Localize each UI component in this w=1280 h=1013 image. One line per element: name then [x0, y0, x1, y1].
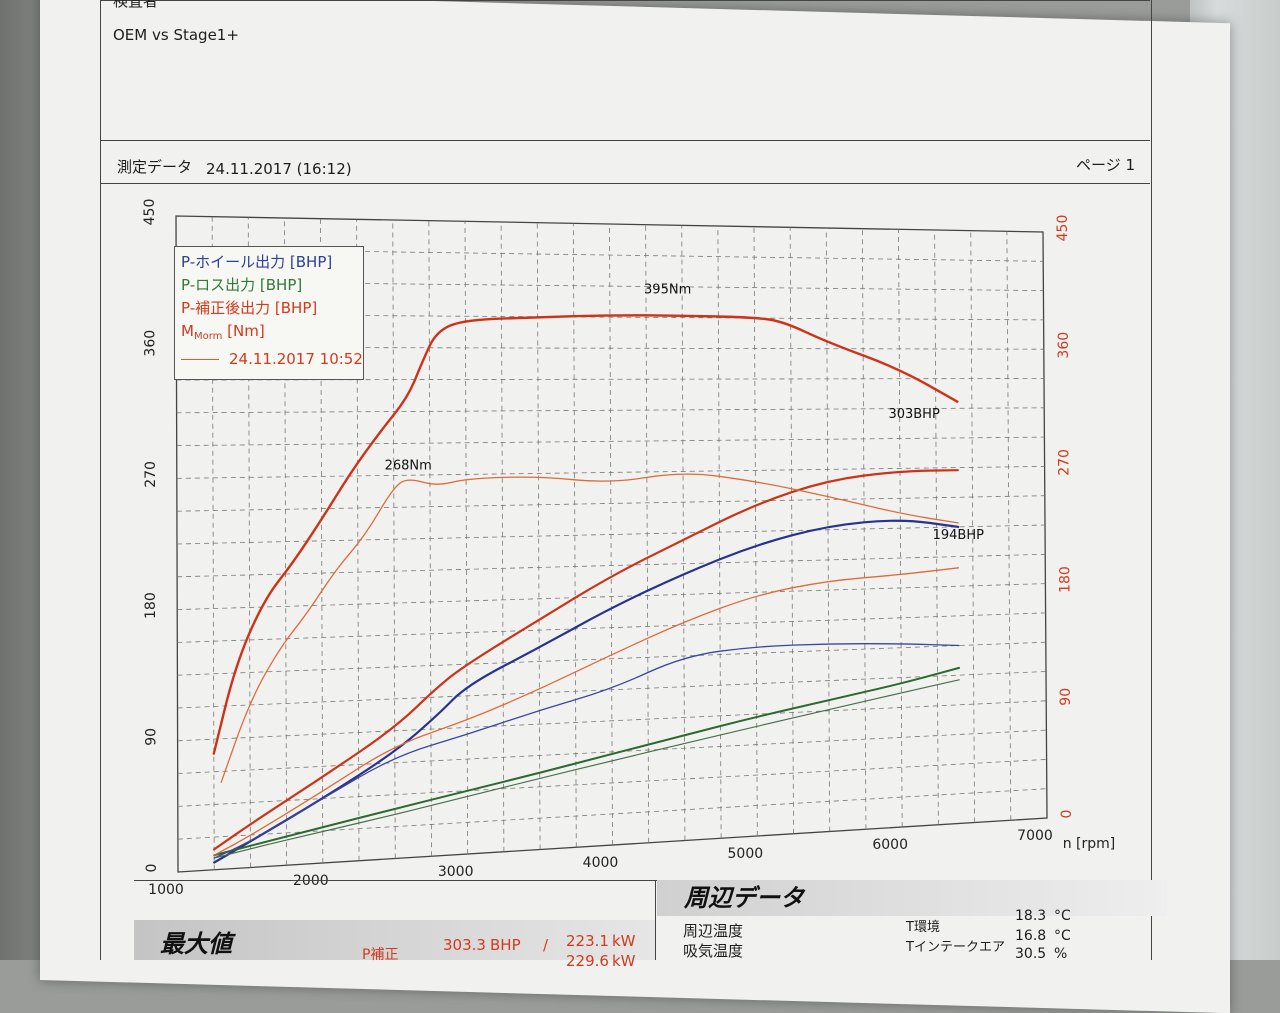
legend-line-swatch — [181, 359, 219, 360]
max-row-unit1: BHP — [490, 936, 521, 954]
x-axis-label: n [rpm] — [1063, 836, 1116, 852]
measurement-datetime: 24.11.2017 (16:12) — [206, 160, 352, 178]
max-row-value2: 223.1 — [566, 932, 609, 950]
x-tick-label: 2000 — [293, 873, 329, 889]
max-row2-unit: kW — [612, 952, 636, 970]
x-tick-label: 5000 — [728, 846, 764, 862]
max-title-band — [134, 920, 656, 960]
series-line-5 — [213, 567, 960, 856]
series-line-6 — [213, 643, 960, 859]
y-tick-label-left: 360 — [142, 330, 158, 357]
x-tick-label: 3000 — [438, 864, 474, 880]
grid-line-horizontal — [176, 466, 1045, 479]
series-line-7 — [213, 679, 960, 859]
grid-line-horizontal — [177, 700, 1047, 742]
y-tick-label-right: 450 — [1055, 215, 1071, 242]
env-sym-intake: Tインテークエア — [906, 940, 1005, 955]
y-tick-label-left: 180 — [143, 592, 159, 619]
max-row-value1: 303.3 — [443, 936, 486, 954]
max-row2-value: 229.6 — [566, 952, 609, 970]
max-values-title: 最大値 — [160, 930, 232, 958]
series-line-4 — [220, 473, 959, 783]
report-frame — [100, 0, 1152, 960]
report-subtitle: OEM vs Stage1+ — [113, 26, 239, 44]
y-tick-label-right: 180 — [1057, 566, 1073, 593]
grid-line-horizontal — [176, 495, 1045, 512]
grid-line-vertical — [500, 221, 505, 852]
y-tick-label-right: 90 — [1058, 688, 1074, 706]
series-line-0 — [212, 314, 959, 755]
grid-line-horizontal — [176, 524, 1046, 545]
page-number: ページ 1 — [1076, 156, 1136, 174]
x-tick-label: 6000 — [872, 837, 908, 853]
env-title-band — [657, 880, 1167, 916]
y-tick-label-left: 270 — [143, 461, 159, 488]
header-top-line — [100, 0, 1150, 1]
legend-item-corrected-power: P-補正後出力 [BHP] — [181, 299, 318, 317]
y-tick-label-left: 90 — [144, 728, 160, 746]
env-value-ambient: 18.3 — [1015, 908, 1047, 924]
legend-item-torque: MMorm [Nm] — [181, 322, 265, 342]
annotation-label: 395Nm — [644, 283, 691, 298]
env-label-intake: 吸気温度 — [683, 942, 744, 960]
summary-section — [134, 880, 1164, 971]
env-sym-ambient: T環境 — [906, 920, 940, 935]
env-unit-intake: °C — [1054, 928, 1071, 944]
grid-line-vertical — [572, 223, 577, 848]
y-tick-label-right: 360 — [1056, 332, 1072, 359]
max-row-unit2: kW — [612, 932, 636, 950]
x-tick-label: 4000 — [583, 855, 619, 871]
env-value-humidity: 30.5 — [1015, 946, 1047, 962]
header-divider-line — [100, 140, 1150, 141]
legend-item-reference-run: 24.11.2017 10:52 — [181, 348, 363, 371]
env-label-ambient: 周辺温度 — [683, 922, 744, 940]
legend-item-loss-power: P-ロス出力 [BHP] — [181, 276, 303, 294]
y-tick-label-right: 0 — [1059, 810, 1075, 819]
measurement-label: 測定データ — [117, 158, 193, 176]
max-row-separator: / — [543, 936, 549, 954]
grid-line-horizontal — [177, 729, 1047, 774]
annotation-label: 194BHP — [933, 528, 985, 543]
grid-line-horizontal — [177, 612, 1046, 643]
summary-divider — [655, 880, 656, 960]
series-line-1 — [213, 469, 959, 851]
grid-line-horizontal — [177, 553, 1046, 578]
grid-line-horizontal — [177, 641, 1046, 676]
y-tick-label-right: 270 — [1057, 449, 1073, 476]
chart-legend: P-ホイール出力 [BHP] P-ロス出力 [BHP] P-補正後出力 [BHP… — [174, 246, 364, 380]
grid-line-horizontal — [176, 407, 1045, 414]
grid-line-horizontal — [177, 583, 1046, 610]
y-tick-label-left: 450 — [142, 199, 158, 226]
x-tick-label: 1000 — [148, 882, 184, 898]
grid-line-vertical — [536, 222, 541, 850]
annotation-label: 303BHP — [888, 407, 940, 422]
legend-item-wheel-power: P-ホイール出力 [BHP] — [181, 253, 333, 271]
annotation-label: 268Nm — [385, 459, 432, 474]
env-unit-humidity: % — [1054, 946, 1068, 962]
grid-line-vertical — [1006, 231, 1012, 821]
chart-top-line — [100, 183, 1150, 184]
env-unit-ambient: °C — [1054, 908, 1071, 924]
x-tick-label: 7000 — [1017, 828, 1053, 844]
grid-line-vertical — [789, 227, 794, 834]
series-line-3 — [213, 666, 961, 857]
y-tick-label-left: 0 — [144, 864, 160, 873]
max-row-label: P補正 — [362, 947, 399, 963]
grid-line-horizontal — [176, 436, 1045, 446]
grid-line-horizontal — [177, 788, 1047, 840]
series-line-2 — [213, 519, 960, 864]
env-data-title: 周辺データ — [684, 884, 804, 912]
dyno-chart: 1000 2000 3000 4000 5000 6000 7000 n [rpm] 0 90 18… — [142, 199, 1116, 898]
env-value-intake: 16.8 — [1015, 928, 1047, 944]
inspector-label: 検査者 — [113, 0, 159, 10]
grid-line-vertical — [753, 226, 758, 837]
grid-line-horizontal — [177, 671, 1047, 709]
